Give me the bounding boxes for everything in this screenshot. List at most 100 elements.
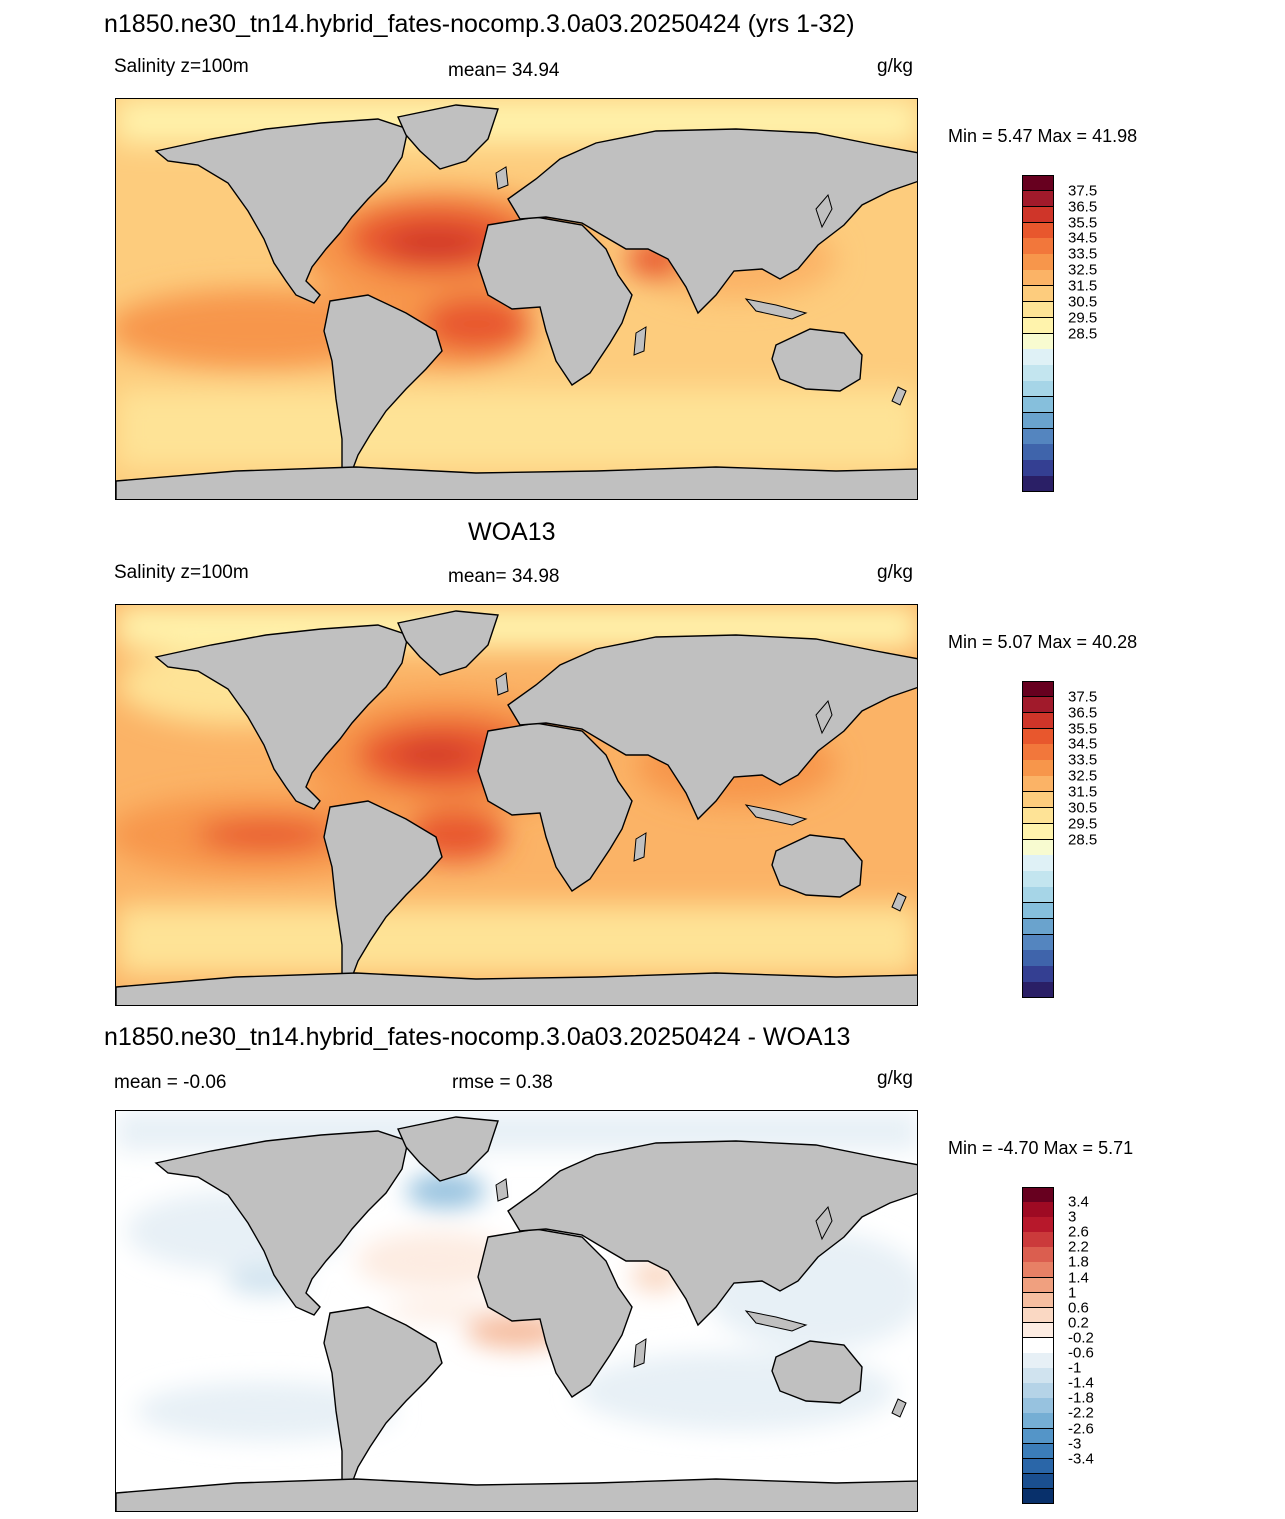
colorbar-swatch xyxy=(1022,1383,1054,1399)
colorbar-tick-label: 32.5 xyxy=(1068,261,1098,279)
panel1-salinity-map xyxy=(115,98,918,500)
colorbar-swatch xyxy=(1022,1322,1054,1339)
colorbar-swatch xyxy=(1022,206,1054,224)
colorbar-tick-label: 30.5 xyxy=(1068,293,1098,311)
colorbar-tick-label: 37.5 xyxy=(1068,688,1098,706)
colorbar-tick-label: 29.5 xyxy=(1068,815,1098,833)
colorbar-tick-label: 37.5 xyxy=(1068,182,1098,200)
colorbar-tick-label: 1.8 xyxy=(1068,1253,1089,1271)
colorbar-swatch xyxy=(1022,1428,1054,1445)
panel2-mean-label: mean= 34.98 xyxy=(448,566,560,587)
colorbar-tick-label: -1 xyxy=(1068,1359,1082,1377)
panel3-title: n1850.ne30_tn14.hybrid_fates-nocomp.3.0a… xyxy=(104,1023,851,1051)
colorbar-swatch xyxy=(1022,1353,1054,1369)
colorbar-tick-label: -1.4 xyxy=(1068,1374,1094,1392)
colorbar-swatch xyxy=(1022,1277,1054,1294)
colorbar-tick-label: 28.5 xyxy=(1068,325,1098,342)
colorbar-swatch xyxy=(1022,254,1054,271)
colorbar-swatch xyxy=(1022,1473,1054,1490)
colorbar-swatch xyxy=(1022,190,1054,208)
panel2-variable-label: Salinity z=100m xyxy=(114,562,249,583)
colorbar-swatch xyxy=(1022,238,1054,255)
panel1-mean-label: mean= 34.94 xyxy=(448,60,560,81)
colorbar-swatch xyxy=(1022,476,1054,493)
colorbar-swatch xyxy=(1022,1232,1054,1248)
colorbar-swatch xyxy=(1022,855,1054,872)
colorbar-swatch xyxy=(1022,1368,1054,1384)
colorbar-swatch xyxy=(1022,744,1054,761)
colorbar-swatch xyxy=(1022,902,1054,920)
colorbar-swatch xyxy=(1022,681,1054,698)
colorbar-tick-label: -2.2 xyxy=(1068,1404,1094,1422)
colorbar-swatch xyxy=(1022,444,1054,461)
panel2-title: WOA13 xyxy=(468,518,556,546)
panel1-minmax-label: Min = 5.47 Max = 41.98 xyxy=(948,126,1138,146)
colorbar-swatch xyxy=(1022,918,1054,936)
colorbar-swatch xyxy=(1022,317,1054,334)
colorbar-swatch xyxy=(1022,887,1054,904)
colorbar-swatch xyxy=(1022,1262,1054,1279)
colorbar-swatch xyxy=(1022,1337,1054,1354)
colorbar-swatch xyxy=(1022,1307,1054,1324)
colorbar-tick-label: -3.4 xyxy=(1068,1450,1094,1468)
colorbar-tick-label: -3 xyxy=(1068,1435,1082,1453)
colorbar-swatch xyxy=(1022,776,1054,793)
colorbar-swatch xyxy=(1022,1398,1054,1414)
colorbar-swatch xyxy=(1022,839,1054,856)
colorbar-tick-label: 2.2 xyxy=(1068,1238,1089,1256)
colorbar-tick-label: 3 xyxy=(1068,1208,1077,1226)
colorbar-tick-label: 36.5 xyxy=(1068,704,1098,722)
colorbar-tick-label: 36.5 xyxy=(1068,198,1098,216)
panel2-units-label: g/kg xyxy=(877,562,913,583)
colorbar-tick-label: 34.5 xyxy=(1068,735,1098,753)
panel2-minmax-label: Min = 5.07 Max = 40.28 xyxy=(948,632,1138,652)
colorbar-tick-label: 35.5 xyxy=(1068,214,1098,232)
colorbar-tick-label: 29.5 xyxy=(1068,309,1098,327)
colorbar-swatch xyxy=(1022,966,1054,983)
colorbar-tick-label: 28.5 xyxy=(1068,831,1098,848)
colorbar-swatch xyxy=(1022,301,1054,319)
panel3-minmax-label: Min = -4.70 Max = 5.71 xyxy=(948,1138,1134,1158)
colorbar-swatch xyxy=(1022,982,1054,999)
colorbar-swatch xyxy=(1022,285,1054,303)
colorbar-swatch xyxy=(1022,175,1054,192)
colorbar-tick-label: 0.6 xyxy=(1068,1299,1089,1317)
colorbar-tick-label: -1.8 xyxy=(1068,1389,1094,1407)
colorbar-tick-label: -2.6 xyxy=(1068,1420,1094,1438)
colorbar-tick-label: 30.5 xyxy=(1068,799,1098,817)
colorbar-tick-label: -0.6 xyxy=(1068,1344,1094,1362)
colorbar-tick-label: 33.5 xyxy=(1068,245,1098,263)
colorbar-swatch xyxy=(1022,871,1054,888)
colorbar-swatch xyxy=(1022,950,1054,967)
colorbar-swatch xyxy=(1022,1217,1054,1233)
colorbar-tick-label: 35.5 xyxy=(1068,720,1098,738)
colorbar-tick-label: 33.5 xyxy=(1068,751,1098,769)
panel1-variable-label: Salinity z=100m xyxy=(114,56,249,77)
panel1-title: n1850.ne30_tn14.hybrid_fates-nocomp.3.0a… xyxy=(104,10,855,38)
colorbar-tick-label: 34.5 xyxy=(1068,229,1098,247)
colorbar-tick-label: 31.5 xyxy=(1068,783,1098,801)
colorbar-swatch xyxy=(1022,696,1054,714)
colorbar-swatch xyxy=(1022,333,1054,350)
colorbar-swatch xyxy=(1022,807,1054,825)
colorbar-swatch xyxy=(1022,365,1054,382)
panel1-units-label: g/kg xyxy=(877,56,913,77)
colorbar-tick-label: 2.6 xyxy=(1068,1223,1089,1241)
colorbar-swatch xyxy=(1022,412,1054,430)
colorbar-swatch xyxy=(1022,823,1054,840)
colorbar-swatch xyxy=(1022,712,1054,730)
colorbar-swatch xyxy=(1022,349,1054,366)
colorbar-swatch xyxy=(1022,1413,1054,1430)
colorbar-tick-label: -0.2 xyxy=(1068,1329,1094,1347)
colorbar-swatch xyxy=(1022,934,1054,951)
colorbar-swatch xyxy=(1022,222,1054,239)
colorbar-swatch xyxy=(1022,460,1054,477)
panel3-colorbar: 3.4 3 2.6 2.2 1.8 1.4 1 0.6 0.2 -0.2 -0.6 -1 -1.4 -1.… xyxy=(1022,1187,1094,1505)
colorbar-swatch xyxy=(1022,728,1054,745)
colorbar-tick-label: 1 xyxy=(1068,1284,1077,1302)
colorbar-tick-label: 1.4 xyxy=(1068,1269,1089,1287)
colorbar-swatch xyxy=(1022,1443,1054,1460)
colorbar-swatch xyxy=(1022,760,1054,777)
panel3-mean-label: mean = -0.06 xyxy=(114,1072,227,1093)
colorbar-tick-label: 0.2 xyxy=(1068,1314,1089,1332)
